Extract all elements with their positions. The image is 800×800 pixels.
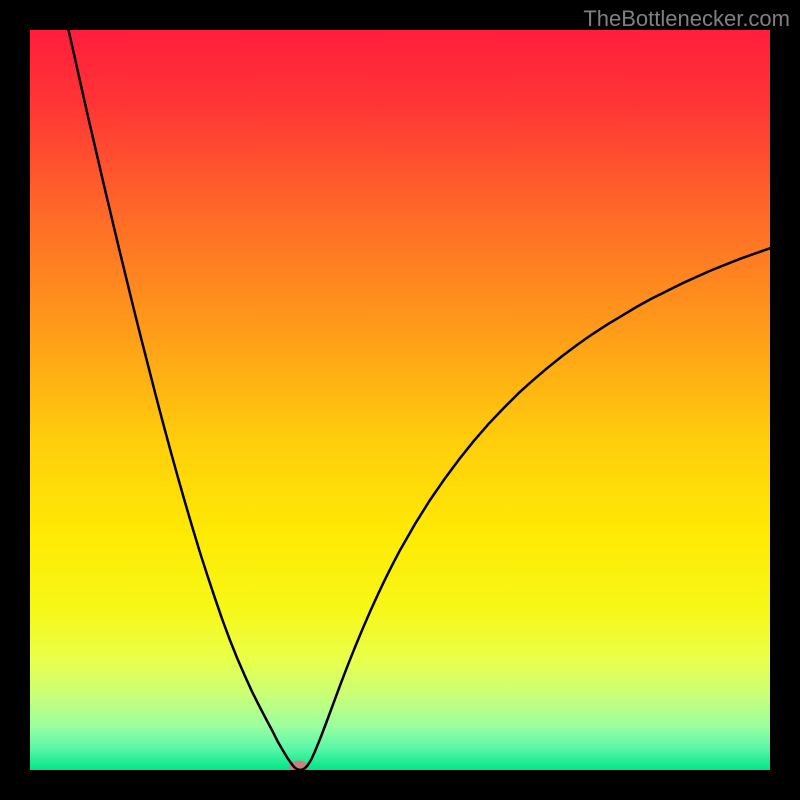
bottleneck-chart (0, 0, 800, 800)
watermark-text: TheBottlenecker.com (583, 6, 790, 32)
plot-area (30, 30, 770, 770)
chart-container: TheBottlenecker.com (0, 0, 800, 800)
